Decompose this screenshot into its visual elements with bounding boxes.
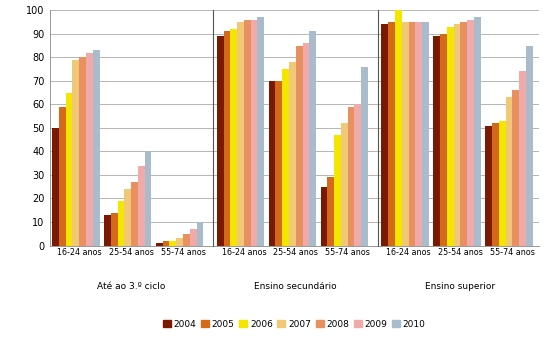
Bar	[230, 29, 237, 246]
Bar	[131, 182, 138, 246]
Bar	[223, 31, 230, 246]
Bar	[519, 71, 526, 246]
Bar	[145, 151, 151, 246]
Bar	[296, 46, 303, 246]
Bar	[395, 10, 402, 246]
Bar	[422, 22, 429, 246]
Bar	[65, 92, 73, 246]
Text: Até ao 3.º ciclo: Até ao 3.º ciclo	[97, 282, 165, 291]
Bar	[354, 104, 361, 246]
Bar	[282, 69, 289, 246]
Bar	[86, 53, 93, 246]
Bar	[460, 22, 467, 246]
Text: Ensino superior: Ensino superior	[425, 282, 496, 291]
Bar	[302, 43, 309, 246]
Bar	[244, 20, 251, 246]
Bar	[402, 22, 409, 246]
Bar	[433, 36, 440, 246]
Bar	[327, 177, 334, 246]
Bar	[474, 17, 481, 246]
Bar	[251, 20, 257, 246]
Legend: 2004, 2005, 2006, 2007, 2008, 2009, 2010: 2004, 2005, 2006, 2007, 2008, 2009, 2010	[159, 316, 430, 332]
Bar	[415, 22, 422, 246]
Bar	[334, 135, 341, 246]
Bar	[492, 123, 499, 246]
Bar	[440, 34, 447, 246]
Bar	[169, 241, 176, 246]
Bar	[59, 107, 65, 246]
Bar	[104, 215, 111, 246]
Bar	[485, 125, 492, 246]
Bar	[276, 81, 282, 246]
Bar	[505, 97, 512, 246]
Bar	[156, 243, 163, 246]
Bar	[138, 165, 145, 246]
Bar	[467, 20, 474, 246]
Bar	[163, 241, 169, 246]
Bar	[454, 24, 460, 246]
Bar	[79, 57, 86, 246]
Bar	[118, 201, 124, 246]
Bar	[124, 189, 131, 246]
Bar	[289, 62, 296, 246]
Bar	[111, 212, 118, 246]
Bar	[257, 17, 264, 246]
Bar	[361, 67, 368, 246]
Bar	[341, 123, 348, 246]
Bar	[321, 187, 327, 246]
Bar	[499, 121, 505, 246]
Bar	[526, 46, 532, 246]
Bar	[93, 50, 100, 246]
Bar	[217, 36, 223, 246]
Bar	[409, 22, 415, 246]
Bar	[52, 128, 59, 246]
Bar	[512, 90, 519, 246]
Bar	[176, 238, 183, 246]
Bar	[382, 24, 388, 246]
Bar	[237, 22, 244, 246]
Bar	[309, 31, 316, 246]
Bar	[196, 222, 204, 246]
Text: Ensino secundário: Ensino secundário	[255, 282, 337, 291]
Bar	[447, 27, 454, 246]
Bar	[190, 229, 196, 246]
Bar	[73, 60, 79, 246]
Bar	[183, 234, 190, 246]
Bar	[269, 81, 276, 246]
Bar	[388, 22, 395, 246]
Bar	[348, 107, 354, 246]
